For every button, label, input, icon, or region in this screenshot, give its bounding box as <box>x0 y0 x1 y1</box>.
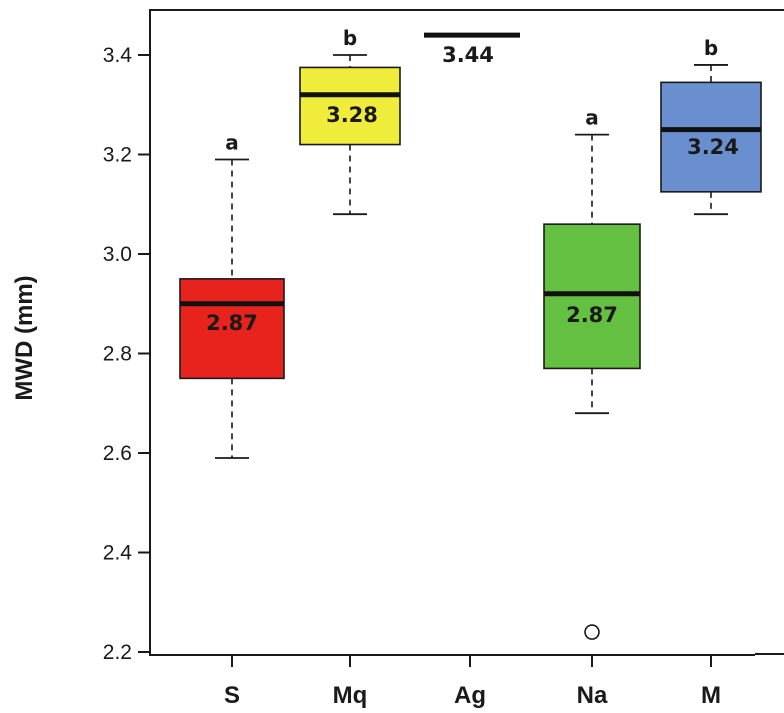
box-marks <box>179 32 762 640</box>
group-letter: a <box>585 106 599 130</box>
x-category-label: Mq <box>333 682 368 709</box>
y-tick-label: 2.8 <box>103 343 132 366</box>
outlier-point <box>584 624 600 640</box>
median-value-label: 3.44 <box>442 43 494 67</box>
x-category-label: S <box>224 682 240 709</box>
group-letter: b <box>343 26 357 50</box>
median-value-label: 2.87 <box>206 311 258 335</box>
group-letter: a <box>225 130 239 154</box>
chart-labels: 2.87 a 3.28 b 3.44 2.87 a 3.24 b <box>206 26 739 335</box>
box-mq <box>299 54 401 216</box>
y-tick-label: 3.0 <box>103 243 132 266</box>
y-tick-label: 2.2 <box>103 641 132 664</box>
y-tick-label: 2.6 <box>103 442 132 465</box>
axes: 2.2 2.4 2.6 2.8 3.0 3.2 3.4 MWD (mm) S Mq Ag Na M <box>11 9 784 709</box>
box-iqr <box>179 278 285 380</box>
median-value-label: 2.87 <box>566 303 618 327</box>
plot-frame <box>149 9 784 656</box>
y-tick-label: 3.2 <box>103 144 132 167</box>
median-value-label: 3.28 <box>326 103 378 127</box>
box-iqr <box>660 81 762 193</box>
x-category-label: M <box>701 682 721 709</box>
y-tick-label: 3.4 <box>103 44 133 67</box>
group-letter: b <box>704 36 718 60</box>
box-s <box>179 158 285 459</box>
median-value-label: 3.24 <box>687 135 739 159</box>
box-iqr <box>299 66 401 146</box>
box-m <box>660 64 762 216</box>
y-tick-label: 2.4 <box>103 542 133 565</box>
x-category-label: Ag <box>454 682 486 709</box>
box-na <box>543 133 641 640</box>
x-category-label: Na <box>577 682 608 709</box>
y-axis-label: MWD (mm) <box>11 275 38 400</box>
